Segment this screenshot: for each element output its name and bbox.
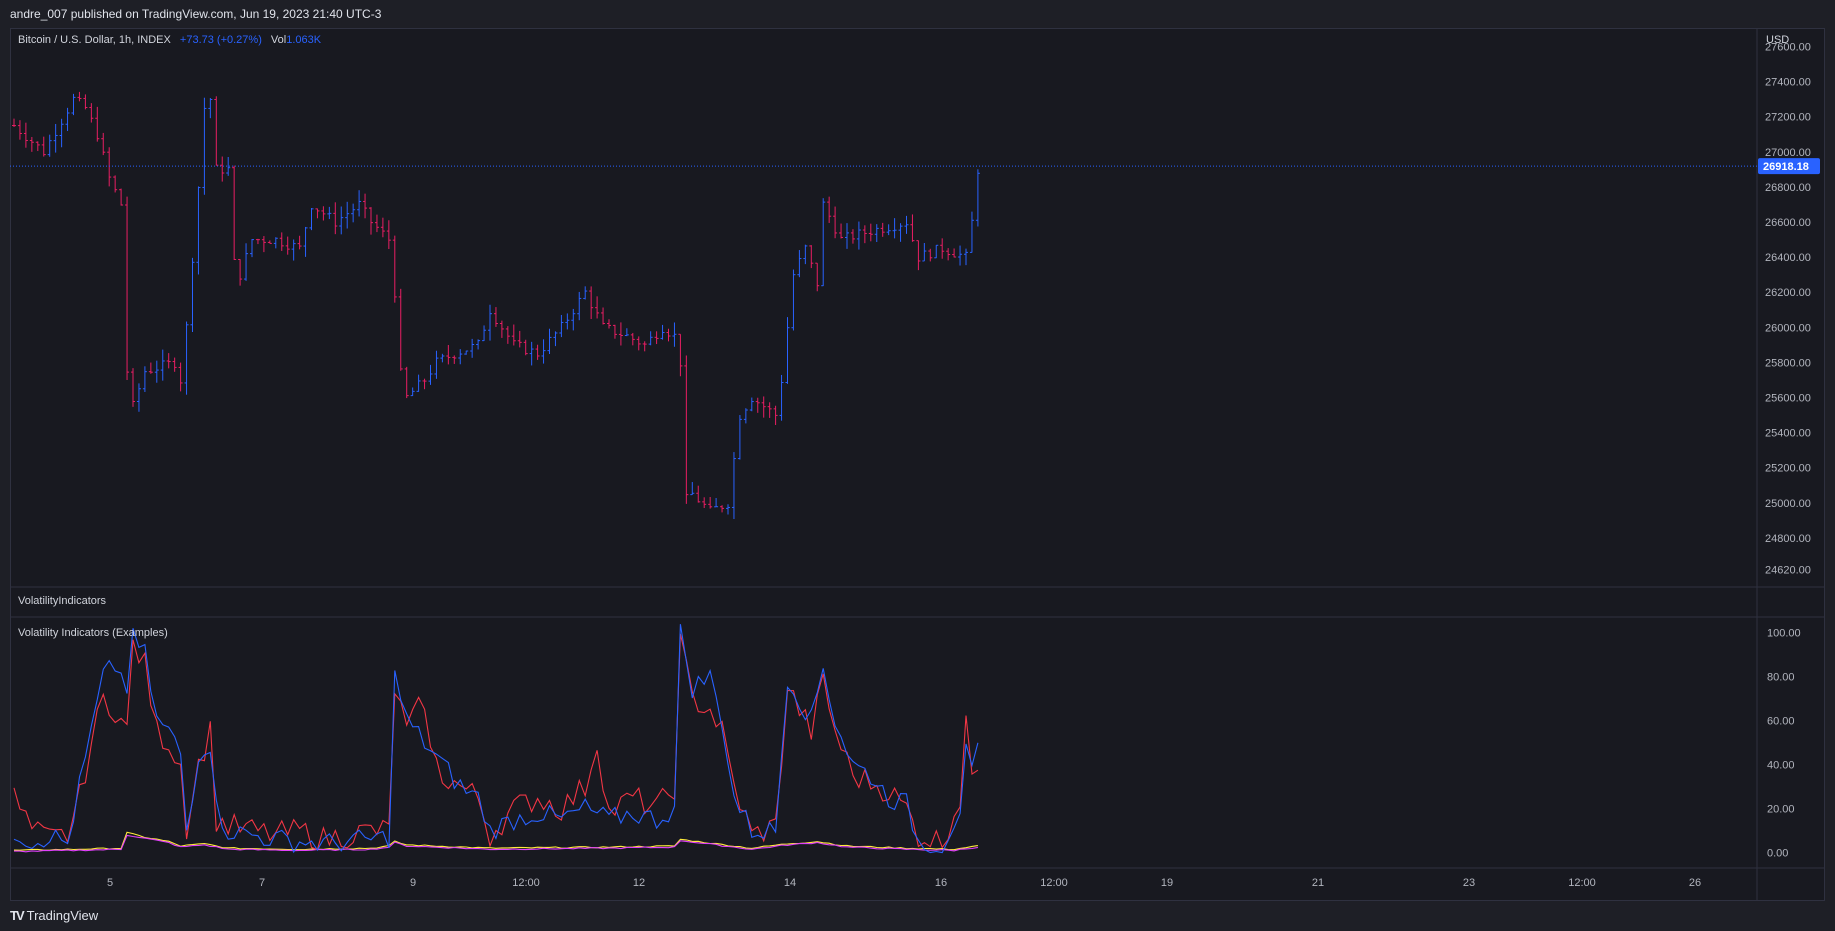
time-tick-label: 12:00 bbox=[1040, 877, 1068, 889]
time-tick-label: 12:00 bbox=[1568, 877, 1596, 889]
price-tick-label: 27400.00 bbox=[1765, 77, 1811, 89]
chart-canvas[interactable]: 27600.00 27400.00 27200.00 27000.00 26800.00… bbox=[0, 0, 1835, 901]
pane3-title: Volatility Indicators (Examples) bbox=[18, 627, 168, 639]
volatility-tick-label: 40.00 bbox=[1767, 760, 1795, 772]
tradingview-logo[interactable]: TV TradingView bbox=[10, 901, 98, 931]
currency-label: USD bbox=[1766, 34, 1790, 46]
price-tick-label: 27600.00 bbox=[1765, 42, 1811, 54]
price-tick-label: 25200.00 bbox=[1765, 463, 1811, 475]
price-tick-label: 26200.00 bbox=[1765, 287, 1811, 299]
publish-header: andre_007 published on TradingView.com, … bbox=[0, 0, 1835, 28]
publish-text: andre_007 published on TradingView.com, … bbox=[10, 7, 382, 21]
price-change: +73.73 (+0.27%) bbox=[179, 34, 262, 46]
time-tick-label: 16 bbox=[935, 877, 947, 889]
time-tick-label: 7 bbox=[259, 877, 265, 889]
price-tick-label: 26600.00 bbox=[1765, 217, 1811, 229]
volatility-tick-label: 100.00 bbox=[1767, 627, 1801, 639]
main-legend: Bitcoin / U.S. Dollar, 1h, INDEX +73.73 … bbox=[18, 34, 321, 46]
volatility-line-yellow bbox=[13, 831, 978, 851]
price-tick-label: 26400.00 bbox=[1765, 252, 1811, 264]
price-tick-label: 26000.00 bbox=[1765, 322, 1811, 334]
volume-value: 1.063K bbox=[286, 34, 322, 46]
volatility-line-blue bbox=[13, 624, 979, 854]
volatility-line-pink bbox=[14, 834, 979, 853]
volatility-tick-label: 20.00 bbox=[1767, 804, 1795, 816]
price-tick-label: 27000.00 bbox=[1765, 147, 1811, 159]
time-tick-label: 14 bbox=[784, 877, 796, 889]
price-tick-label: 25600.00 bbox=[1765, 392, 1811, 404]
volume-label: Vol bbox=[270, 34, 287, 46]
time-tick-label: 19 bbox=[1161, 877, 1173, 889]
time-tick-label: 23 bbox=[1463, 877, 1475, 889]
volatility-tick-label: 80.00 bbox=[1767, 671, 1795, 683]
last-price-badge bbox=[1758, 158, 1820, 175]
price-tick-label: 25800.00 bbox=[1765, 357, 1811, 369]
tradingview-logo-icon: TV bbox=[10, 908, 25, 923]
brand-text: TradingView bbox=[26, 908, 99, 923]
volatility-tick-label: 60.00 bbox=[1767, 715, 1795, 727]
time-tick-label: 9 bbox=[410, 877, 416, 889]
price-tick-label: 25400.00 bbox=[1765, 428, 1811, 440]
time-tick-label: 26 bbox=[1689, 877, 1701, 889]
price-tick-label: 24800.00 bbox=[1765, 533, 1811, 545]
price-tick-label: 25000.00 bbox=[1765, 498, 1811, 510]
pane2-title: VolatilityIndicators bbox=[18, 595, 107, 607]
time-tick-label: 12 bbox=[633, 877, 645, 889]
price-tick-label: 27200.00 bbox=[1765, 112, 1811, 124]
time-tick-label: 21 bbox=[1312, 877, 1324, 889]
symbol-label: Bitcoin / U.S. Dollar, 1h, INDEX bbox=[18, 34, 171, 46]
time-tick-label: 5 bbox=[107, 877, 113, 889]
volatility-line-red bbox=[13, 633, 979, 851]
price-tick-label: 24620.00 bbox=[1765, 564, 1811, 576]
price-tick-label: 26800.00 bbox=[1765, 182, 1811, 194]
last-price-label: 26918.18 bbox=[1763, 161, 1809, 173]
chart-container[interactable] bbox=[10, 28, 1825, 901]
volatility-tick-label: 0.00 bbox=[1767, 848, 1788, 860]
footer: TV TradingView bbox=[0, 901, 1835, 931]
time-tick-label: 12:00 bbox=[512, 877, 540, 889]
